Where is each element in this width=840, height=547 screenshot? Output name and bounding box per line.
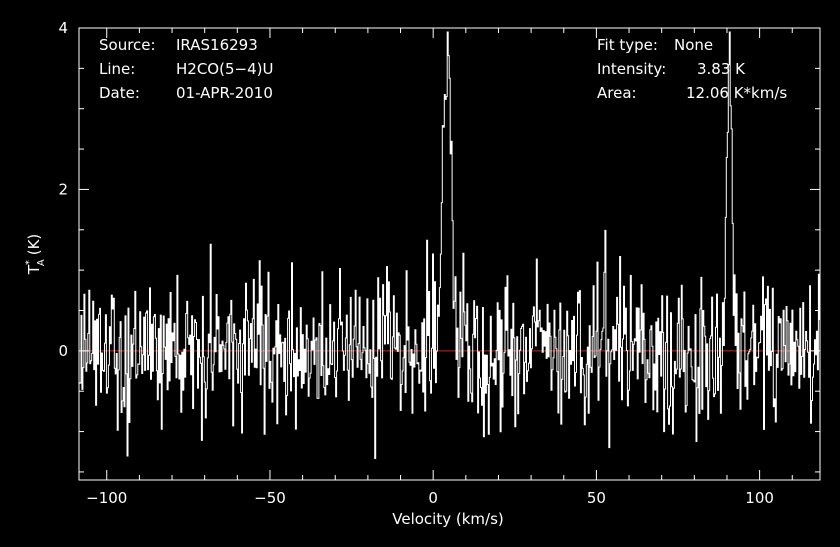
plot-frame [78, 27, 821, 481]
svg-text:T*A(K): T*A (K) [24, 234, 47, 276]
y-tick-label: 4 [58, 19, 68, 37]
y-axis-label: T*A (K) [24, 234, 47, 276]
intensity-value: 3.83 K [697, 60, 746, 78]
y-axis-subscript: A [36, 259, 47, 266]
y-axis-symbol: T [25, 264, 43, 275]
source-key: Source: [99, 36, 156, 54]
fit-type-value: None [674, 36, 713, 54]
y-axis-unit: (K) [25, 234, 43, 256]
y-tick-label: 0 [58, 342, 68, 360]
y-axis-superscript: * [24, 260, 35, 265]
line-key: Line: [99, 60, 135, 78]
tick-marks [79, 27, 820, 480]
x-tick-label: −50 [254, 489, 286, 507]
fit-type-key: Fit type: [597, 36, 658, 54]
info-left: Source: IRAS16293 Line: H2CO(5−4)U Date:… [99, 36, 273, 102]
source-value: IRAS16293 [176, 36, 258, 54]
x-tick-label: −100 [86, 489, 127, 507]
line-value: H2CO(5−4)U [176, 60, 273, 78]
date-key: Date: [99, 84, 140, 102]
x-tick-label: 50 [587, 489, 606, 507]
spectrum-layer [79, 31, 820, 459]
spectrum-trace [79, 31, 820, 459]
area-value: 12.06 K*km/s [686, 84, 787, 102]
x-tick-label: 0 [428, 489, 438, 507]
y-tick-labels: 0 2 4 [58, 19, 68, 360]
area-key: Area: [597, 84, 637, 102]
y-tick-label: 2 [58, 180, 68, 198]
x-tick-label: 100 [745, 489, 774, 507]
x-axis-label: Velocity (km/s) [392, 510, 503, 528]
x-tick-labels: −100 −50 0 50 100 [86, 489, 774, 507]
info-right: Fit type: None Intensity: 3.83 K Area: 1… [597, 36, 787, 102]
intensity-key: Intensity: [597, 60, 666, 78]
date-value: 01-APR-2010 [176, 84, 273, 102]
